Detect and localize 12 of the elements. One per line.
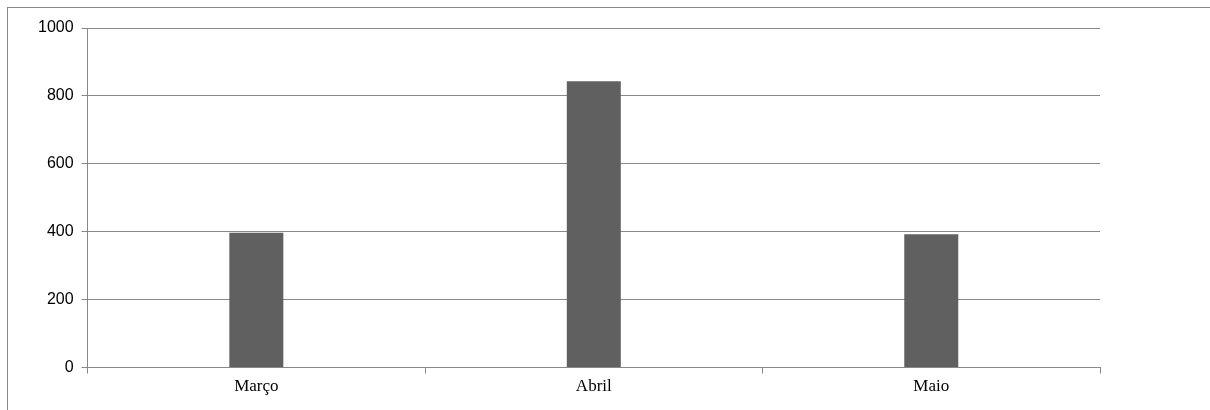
y-tick-label: 200 xyxy=(46,290,74,308)
y-tick-label: 400 xyxy=(46,222,74,240)
y-tick-label: 800 xyxy=(46,86,74,104)
bar xyxy=(229,232,284,368)
x-tick-label: Março xyxy=(234,376,279,396)
bar xyxy=(566,81,621,368)
x-tick-label: Abril xyxy=(575,376,613,396)
y-tick-label: 600 xyxy=(46,154,74,172)
y-tick-label: 1000 xyxy=(38,18,74,36)
y-tick-label: 0 xyxy=(64,358,74,376)
x-tick-label: Maio xyxy=(913,376,950,396)
bar xyxy=(904,234,959,368)
